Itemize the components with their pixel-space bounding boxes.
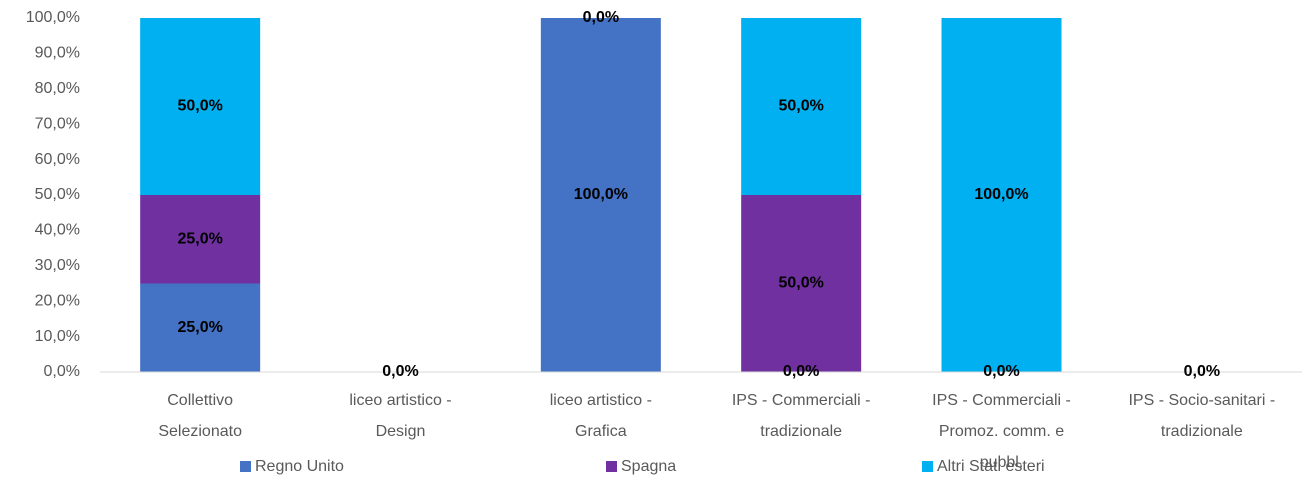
data-label: 100,0%	[974, 186, 1028, 203]
data-label: 0,0%	[983, 363, 1019, 380]
bar-segment	[140, 283, 261, 372]
data-label: 0,0%	[382, 363, 418, 380]
y-tick-label: 70,0%	[35, 115, 80, 132]
bar-segment	[540, 18, 661, 372]
y-tick-label: 90,0%	[35, 45, 80, 62]
x-tick-label: liceo artistico -Design	[349, 392, 451, 440]
y-tick-label: 60,0%	[35, 151, 80, 168]
y-tick-label: 0,0%	[44, 363, 80, 380]
bar-segment	[941, 18, 1062, 372]
data-label: 50,0%	[177, 98, 222, 115]
legend-label: Altri Stati esteri	[937, 458, 1045, 475]
data-label: 0,0%	[583, 9, 619, 26]
bar-segment	[741, 195, 862, 372]
y-tick-label: 30,0%	[35, 257, 80, 274]
y-tick-label: 20,0%	[35, 292, 80, 309]
data-label: 100,0%	[574, 186, 628, 203]
data-label: 50,0%	[778, 98, 823, 115]
legend-label: Regno Unito	[255, 458, 344, 475]
bar-segment	[741, 18, 862, 195]
x-tick-label: IPS - Commerciali -tradizionale	[732, 392, 871, 440]
x-tick-label: Collettivo Selezionato	[158, 392, 242, 440]
bar-segment	[140, 195, 261, 284]
y-tick-label: 10,0%	[35, 328, 80, 345]
legend-swatch	[606, 461, 617, 472]
y-tick-label: 50,0%	[35, 186, 80, 203]
legend-swatch	[922, 461, 933, 472]
y-tick-label: 40,0%	[35, 222, 80, 239]
x-tick-label: IPS - Socio-sanitari -tradizionale	[1128, 392, 1275, 440]
data-label: 50,0%	[778, 275, 823, 292]
data-label: 25,0%	[177, 230, 222, 247]
y-tick-label: 80,0%	[35, 80, 80, 97]
bar-segment	[140, 18, 261, 195]
x-tick-label: liceo artistico -Grafica	[550, 392, 652, 440]
data-label: 0,0%	[783, 363, 819, 380]
legend-swatch	[240, 461, 251, 472]
legend-label: Spagna	[621, 458, 676, 475]
data-label: 0,0%	[1184, 363, 1220, 380]
x-tick-label: IPS - Commerciali -Promoz. comm. e pubbl.	[932, 392, 1071, 471]
data-label: 25,0%	[177, 319, 222, 336]
y-tick-label: 100,0%	[26, 9, 80, 26]
